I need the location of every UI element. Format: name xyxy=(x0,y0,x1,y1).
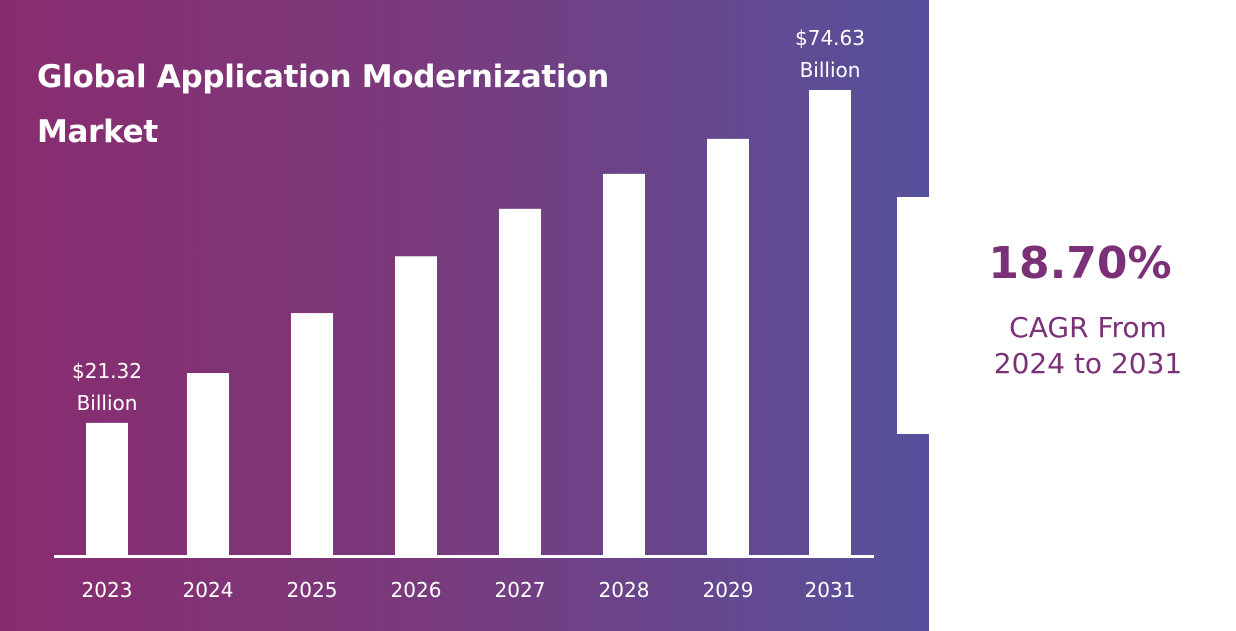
data-label-value: $21.32 xyxy=(72,359,142,383)
data-label-unit: Billion xyxy=(800,58,861,82)
bar-2029 xyxy=(707,138,749,556)
cagr-bracket xyxy=(897,197,1236,434)
data-label-value: $74.63 xyxy=(795,26,865,50)
x-tick-label: 2028 xyxy=(599,578,650,602)
cagr-value: 18.70% xyxy=(988,238,1172,289)
x-tick-label: 2025 xyxy=(287,578,338,602)
cagr-description: CAGR From 2024 to 2031 xyxy=(940,310,1236,382)
bar-2028 xyxy=(603,173,645,556)
x-tick-label: 2027 xyxy=(495,578,546,602)
cagr-line-1: CAGR From xyxy=(1009,311,1167,344)
bar-2031 xyxy=(809,90,851,556)
bar-2024 xyxy=(187,373,229,556)
chart-title: Global Application Modernization Market xyxy=(37,59,609,150)
chart-background xyxy=(0,0,929,631)
x-tick-label: 2029 xyxy=(703,578,754,602)
cagr-line-2: 2024 to 2031 xyxy=(993,347,1183,380)
bar-2027 xyxy=(499,208,541,557)
bar-2023 xyxy=(86,422,128,556)
x-tick-label: 2024 xyxy=(183,578,234,602)
x-tick-label: 2026 xyxy=(391,578,442,602)
x-tick-label: 2023 xyxy=(82,578,133,602)
bar-chart: 2023 $21.32 Billion 2024 2025 2026 2027 2028 202… xyxy=(0,0,929,631)
bar-2026 xyxy=(395,256,437,556)
data-label-unit: Billion xyxy=(77,391,138,415)
x-tick-label: 2031 xyxy=(805,578,856,602)
x-axis-line xyxy=(54,555,874,558)
bar-2025 xyxy=(291,313,333,556)
